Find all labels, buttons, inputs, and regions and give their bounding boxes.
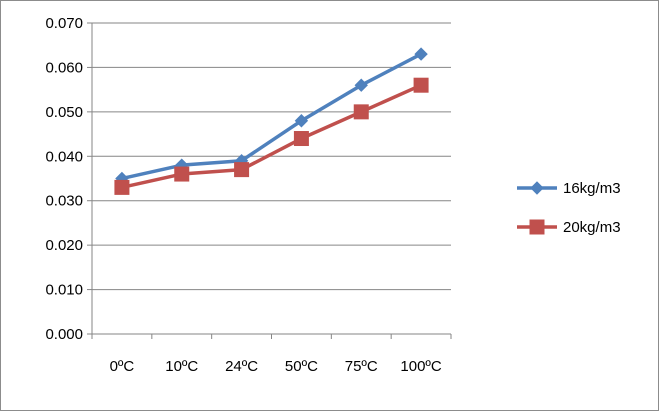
- x-axis-tick-labels: 0ºC 10ºC 24ºC 50ºC 75ºC 100ºC: [110, 358, 442, 375]
- y-tick-label: 0.060: [45, 59, 83, 76]
- series-16kg/m3: [115, 47, 428, 186]
- y-tick-label: 0.010: [45, 282, 83, 299]
- y-tick-label: 0.020: [45, 237, 83, 254]
- legend-entry: 20kg/m3: [517, 219, 621, 236]
- axes: [87, 22, 452, 339]
- x-tick-label: 24ºC: [225, 358, 258, 375]
- legend: 16kg/m3 20kg/m3: [517, 180, 621, 236]
- series: [114, 47, 429, 195]
- legend-label: 16kg/m3: [563, 180, 621, 197]
- data-point: [174, 166, 190, 182]
- legend-label: 20kg/m3: [563, 219, 621, 236]
- series-line: [121, 83, 422, 190]
- gridlines: [92, 22, 451, 291]
- data-point: [293, 131, 309, 147]
- x-tick-label: 75ºC: [345, 358, 378, 375]
- data-point: [114, 179, 130, 195]
- data-point: [414, 47, 428, 61]
- x-tick-label: 100ºC: [400, 358, 442, 375]
- data-point: [413, 77, 429, 93]
- y-tick-label: 0.030: [45, 193, 83, 210]
- data-point: [530, 181, 544, 195]
- data-point: [529, 219, 545, 235]
- y-tick-label: 0.070: [45, 15, 83, 32]
- x-tick-label: 50ºC: [285, 358, 318, 375]
- x-tick-label: 10ºC: [165, 358, 198, 375]
- data-point: [353, 104, 369, 120]
- y-axis-tick-labels: 0.000 0.010 0.020 0.030 0.040 0.050 0.060 0.070: [45, 15, 83, 343]
- data-point: [234, 162, 250, 178]
- legend-entry: 16kg/m3: [517, 180, 621, 197]
- series-20kg/m3: [114, 77, 429, 195]
- y-tick-label: 0.040: [45, 148, 83, 165]
- y-tick-label: 0.000: [45, 326, 83, 343]
- y-tick-label: 0.050: [45, 104, 83, 121]
- x-tick-label: 0ºC: [110, 358, 135, 375]
- series-line: [121, 52, 422, 181]
- data-point: [354, 78, 368, 92]
- data-point: [294, 114, 309, 128]
